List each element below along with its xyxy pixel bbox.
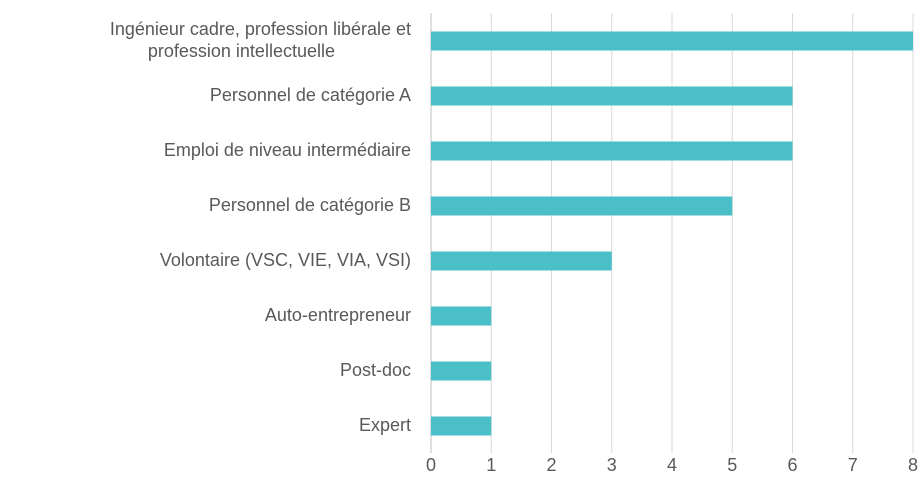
bar (431, 86, 793, 106)
x-tick-label: 8 (908, 455, 918, 475)
y-tick-label: Auto-entrepreneur (265, 305, 411, 325)
y-tick-label: Post-doc (340, 360, 411, 380)
bar (431, 141, 793, 161)
x-tick-label: 1 (486, 455, 496, 475)
y-tick-label: Personnel de catégorie B (209, 195, 411, 215)
y-tick-label: Ingénieur cadre, profession libérale et p… (110, 19, 411, 61)
y-tick-label: Volontaire (VSC, VIE, VIA, VSI) (160, 250, 411, 270)
bar (431, 306, 492, 326)
x-tick-label: 0 (426, 455, 436, 475)
x-tick-label: 6 (787, 455, 797, 475)
bar (431, 361, 492, 381)
x-tick-label: 7 (848, 455, 858, 475)
x-tick-label: 3 (607, 455, 617, 475)
y-tick-label: Expert (359, 415, 411, 435)
bar (431, 31, 913, 51)
x-tick-label: 4 (667, 455, 677, 475)
y-tick-label: Personnel de catégorie A (210, 85, 411, 105)
x-tick-label: 2 (546, 455, 556, 475)
bar (431, 251, 612, 271)
bar (431, 196, 733, 216)
x-tick-label: 5 (727, 455, 737, 475)
bar (431, 416, 492, 436)
y-tick-label: Emploi de niveau intermédiaire (164, 140, 411, 160)
